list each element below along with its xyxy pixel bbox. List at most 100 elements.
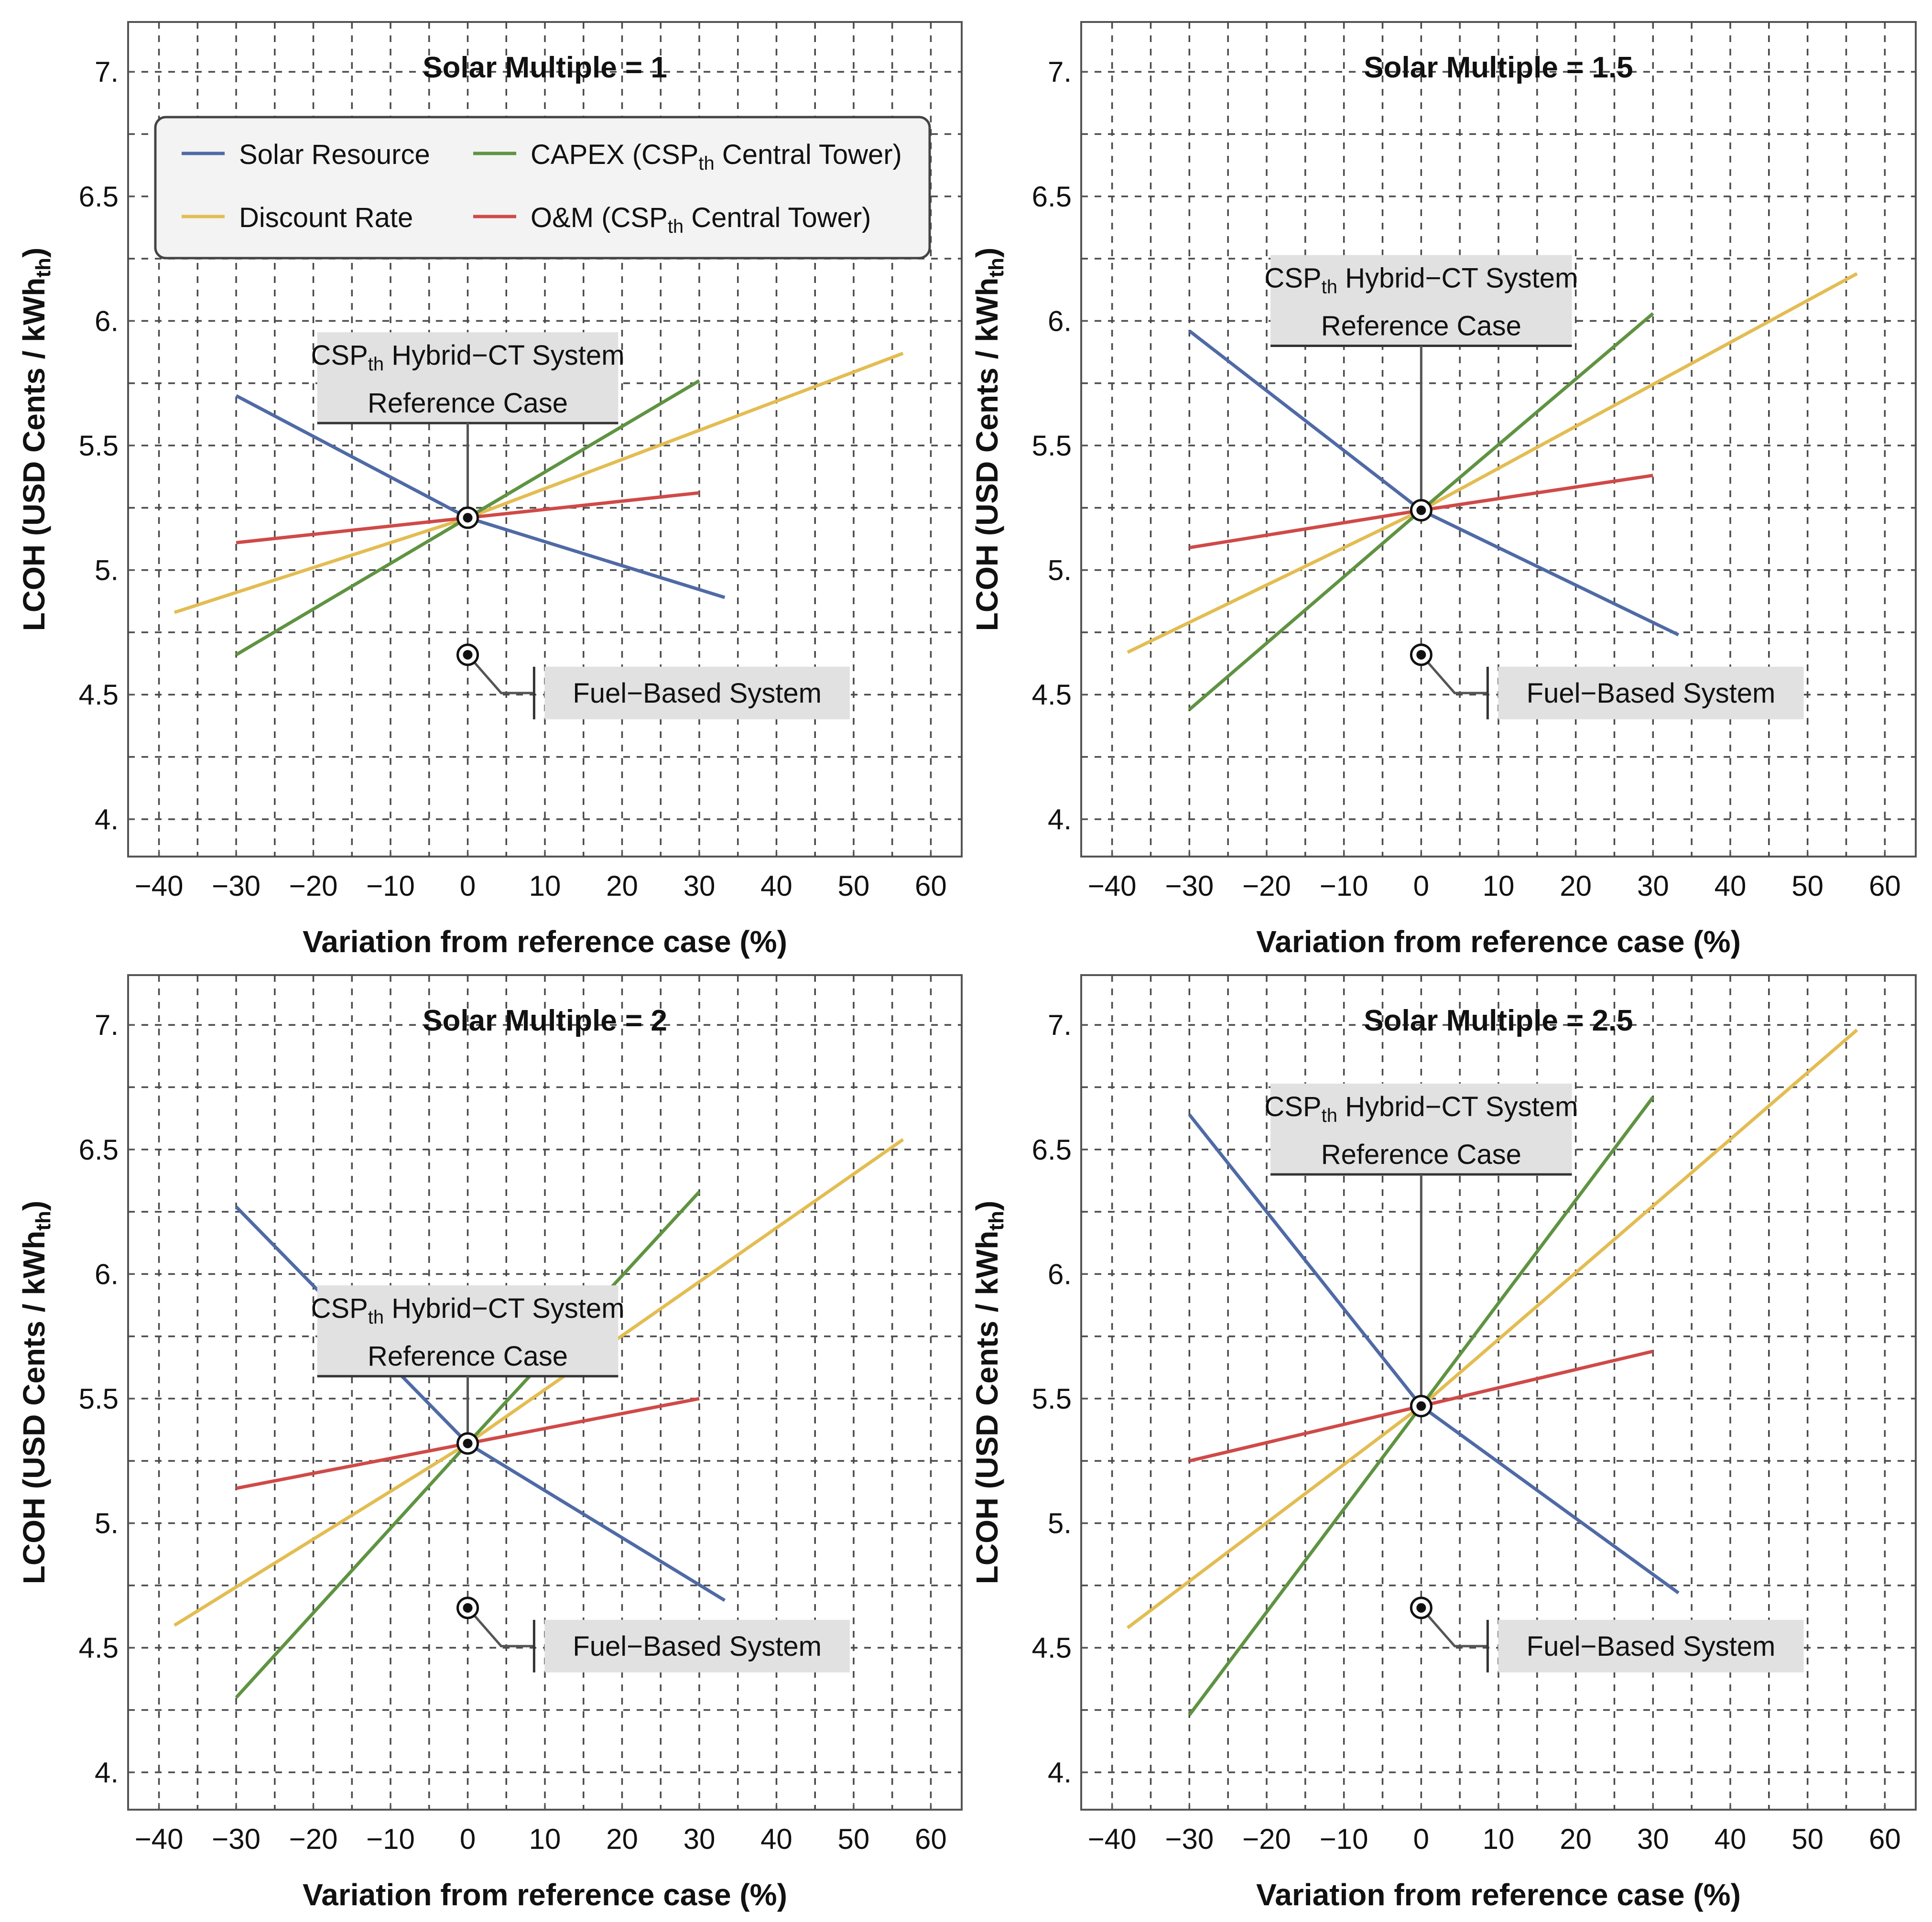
fuel-callout: Fuel−Based System — [1410, 643, 1804, 719]
y-tick-label: 7. — [95, 56, 119, 88]
reference-marker-dot — [1416, 1401, 1426, 1411]
x-tick-label: 50 — [1791, 1823, 1823, 1855]
reference-callout-box — [1270, 255, 1572, 346]
x-tick-label: −40 — [1088, 870, 1137, 902]
reference-marker-dot — [463, 1438, 473, 1448]
x-tick-label: 0 — [460, 1823, 476, 1855]
y-tick-label: 4.5 — [1032, 1632, 1072, 1664]
legend-label-text: Discount Rate — [239, 202, 413, 233]
reference-callout-rest: Hybrid−CT System — [384, 340, 624, 371]
x-tick-label: −10 — [366, 1823, 415, 1855]
fuel-marker-dot — [463, 1603, 473, 1613]
reference-callout-box — [317, 1285, 619, 1377]
x-tick-label: 50 — [838, 870, 870, 902]
x-tick-label: 10 — [529, 1823, 561, 1855]
y-tick-label: 7. — [1048, 1009, 1072, 1041]
fuel-marker-dot — [1416, 650, 1426, 660]
x-tick-label: −40 — [135, 1823, 184, 1855]
reference-callout-rest: Hybrid−CT System — [384, 1293, 624, 1324]
y-tick-label: 4. — [1048, 804, 1072, 836]
x-tick-label: −40 — [135, 870, 184, 902]
y-tick-label: 6. — [1048, 1258, 1072, 1290]
y-tick-label: 5. — [1048, 1508, 1072, 1540]
y-axis-title: LCOH (USD Cents / kWhth) — [17, 1201, 55, 1584]
reference-callout-line2: Reference Case — [368, 1341, 568, 1372]
x-tick-label: 10 — [529, 870, 561, 902]
fuel-callout-label: Fuel−Based System — [1527, 1631, 1776, 1662]
y-axis-title: LCOH (USD Cents / kWhth) — [970, 1201, 1008, 1584]
x-tick-label: 20 — [606, 1823, 638, 1855]
y-tick-label: 4.5 — [1032, 679, 1072, 711]
x-axis-title: Variation from reference case (%) — [303, 1878, 787, 1912]
chart-panel-2: −40 −30 −20 −10 0 10 20 30 40 50 60 4. 4.5 5. 5.5 6. 6.5… — [970, 21, 1917, 959]
reference-callout-line1: CSPth Hybrid−CT System — [1264, 263, 1578, 298]
y-tick-label: 6.5 — [79, 181, 119, 213]
y-axis-title: LCOH (USD Cents / kWhth) — [970, 248, 1008, 631]
legend-label-text: CAPEX (CSP — [531, 139, 698, 170]
reference-callout-line1: CSPth Hybrid−CT System — [1264, 1091, 1578, 1126]
legend-label-discount: Discount Rate — [239, 202, 413, 233]
x-tick-label: −10 — [1320, 1823, 1368, 1855]
y-axis-title-end: ) — [970, 1201, 1004, 1211]
fuel-leader-line — [1420, 654, 1488, 695]
reference-callout: CSPth Hybrid−CT System Reference Case — [311, 1285, 625, 1455]
legend-label-subscript: th — [668, 216, 684, 237]
y-axis-title-main: LCOH (USD Cents / kWh — [17, 278, 51, 631]
x-tick-label: 0 — [1413, 870, 1429, 902]
x-tick-label: 40 — [1715, 1823, 1747, 1855]
x-tick-label: 30 — [684, 870, 716, 902]
reference-callout-csp: CSP — [1264, 1091, 1321, 1122]
y-axis-title-subscript: th — [32, 258, 55, 278]
x-tick-label: −20 — [289, 870, 338, 902]
fuel-callout-label: Fuel−Based System — [573, 678, 822, 709]
legend-label-capex: CAPEX (CSPth Central Tower) — [531, 139, 902, 174]
fuel-callout-label: Fuel−Based System — [573, 1631, 822, 1662]
fuel-callout-label: Fuel−Based System — [1527, 678, 1776, 709]
chart-panel-3: −40 −30 −20 −10 0 10 20 30 40 50 60 4. 4.5 5. 5.5 6. 6.5… — [17, 974, 963, 1912]
fuel-marker-dot — [463, 650, 473, 660]
chart-panel-4: −40 −30 −20 −10 0 10 20 30 40 50 60 4. 4.5 5. 5.5 6. 6.5… — [970, 974, 1917, 1912]
x-tick-label: 0 — [460, 870, 476, 902]
reference-callout: CSPth Hybrid−CT System Reference Case — [311, 332, 625, 529]
legend-label-solar: Solar Resource — [239, 139, 430, 170]
reference-callout-csp: CSP — [311, 1293, 368, 1324]
fuel-leader-line — [467, 1607, 534, 1648]
x-axis-title: Variation from reference case (%) — [1256, 1878, 1741, 1912]
x-tick-label: 10 — [1483, 1823, 1515, 1855]
y-tick-label: 4.5 — [79, 1632, 119, 1664]
reference-callout-line2: Reference Case — [368, 388, 568, 419]
x-tick-label: −20 — [1242, 1823, 1291, 1855]
y-axis-title-subscript: th — [985, 1211, 1008, 1231]
y-tick-label: 6.5 — [1032, 1134, 1072, 1166]
fuel-callout: Fuel−Based System — [456, 643, 850, 719]
legend-label-om: O&M (CSPth Central Tower) — [531, 202, 871, 237]
legend-label-subscript: th — [698, 153, 714, 174]
legend-label-text: Solar Resource — [239, 139, 430, 170]
x-tick-label: −30 — [212, 870, 260, 902]
fuel-callout-box — [1498, 666, 1804, 719]
fuel-callout-box — [544, 666, 850, 719]
reference-callout-csp: CSP — [1264, 263, 1321, 294]
x-axis-title: Variation from reference case (%) — [303, 924, 787, 959]
x-tick-label: −10 — [366, 870, 415, 902]
fuel-callout: Fuel−Based System — [456, 1596, 850, 1672]
reference-callout-line1: CSPth Hybrid−CT System — [311, 340, 625, 375]
x-tick-label: −30 — [1165, 1823, 1214, 1855]
fuel-callout: Fuel−Based System — [1410, 1596, 1804, 1672]
y-tick-label: 5. — [95, 1508, 119, 1540]
legend-box — [154, 116, 931, 260]
y-tick-label: 5.5 — [79, 1383, 119, 1415]
reference-callout-rest: Hybrid−CT System — [1337, 1091, 1578, 1122]
x-tick-label: −40 — [1088, 1823, 1137, 1855]
y-tick-label: 4. — [1048, 1757, 1072, 1789]
x-tick-label: 40 — [1715, 870, 1747, 902]
y-tick-label: 6. — [95, 305, 119, 337]
reference-callout: CSPth Hybrid−CT System Reference Case — [1264, 1083, 1578, 1418]
x-tick-label: 60 — [915, 870, 947, 902]
y-tick-label: 6. — [95, 1258, 119, 1290]
y-tick-label: 6. — [1048, 305, 1072, 337]
x-tick-label: 60 — [1869, 870, 1901, 902]
y-axis-title-main: LCOH (USD Cents / kWh — [970, 1231, 1004, 1585]
y-axis-title-main: LCOH (USD Cents / kWh — [970, 278, 1004, 631]
